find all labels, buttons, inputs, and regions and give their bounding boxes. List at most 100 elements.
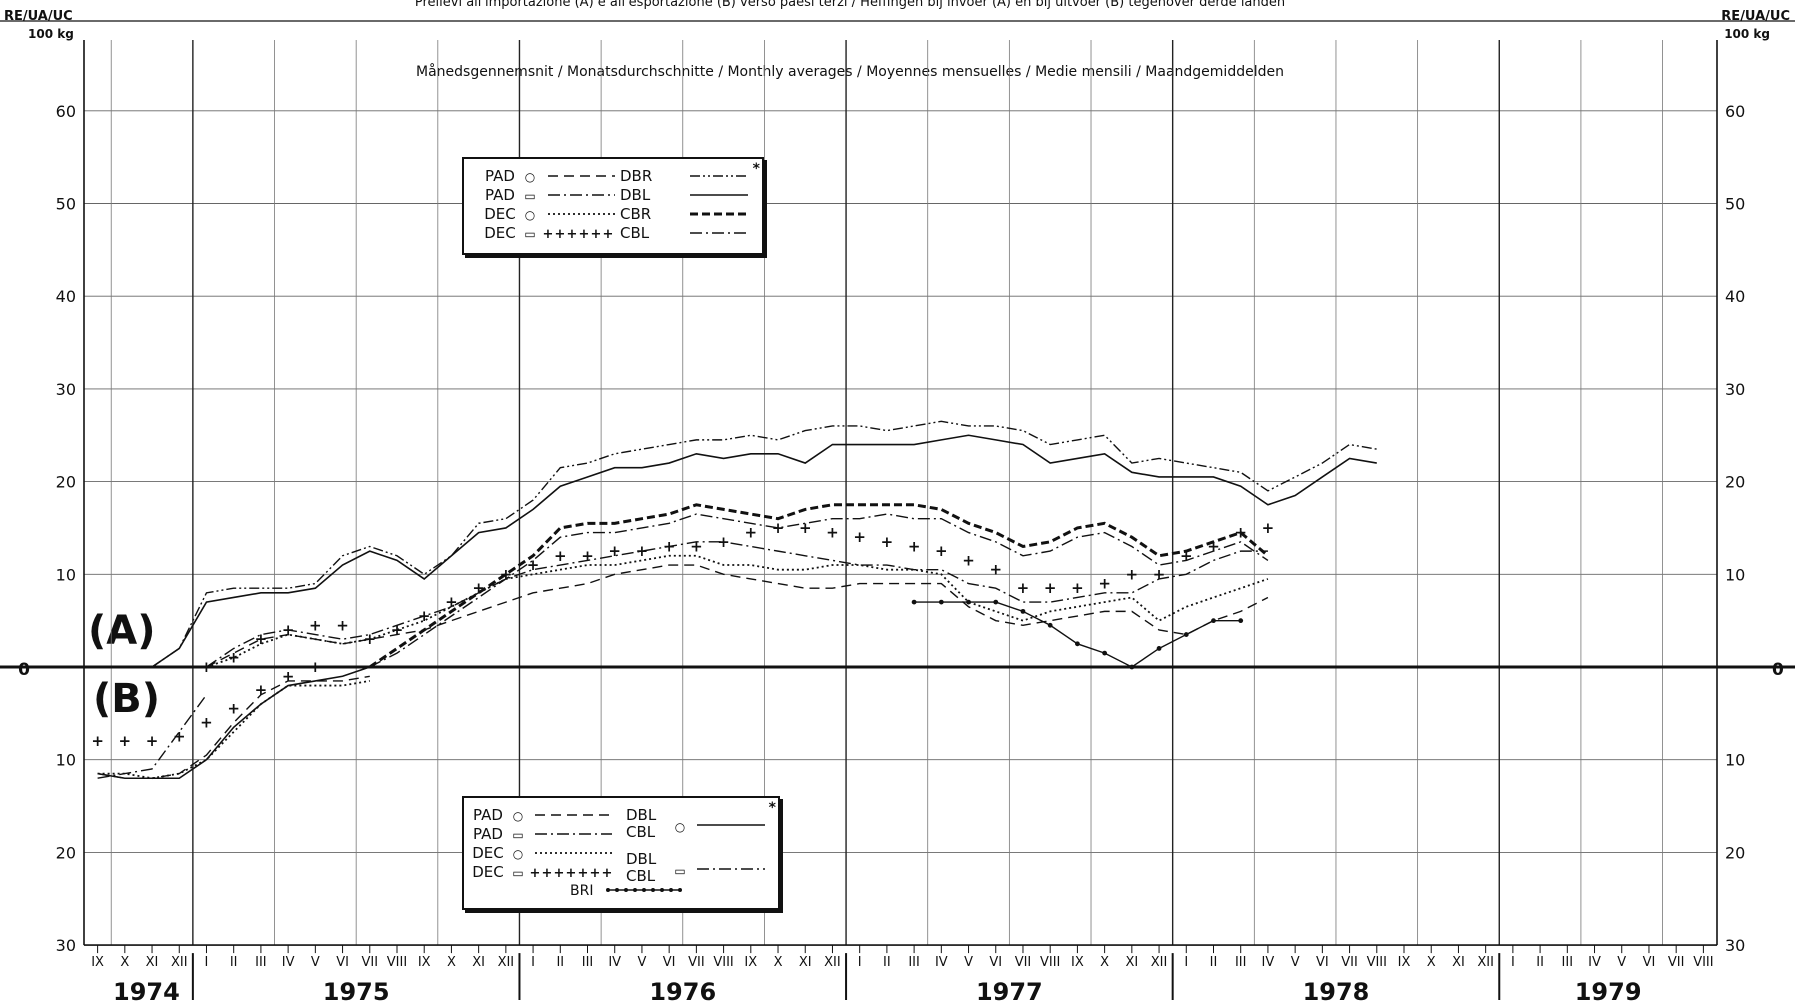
x-tick-label: VIII bbox=[387, 955, 407, 970]
series-top-dbr-line bbox=[151, 420, 1377, 668]
series-top-dec-point: + bbox=[935, 542, 948, 560]
y-tick-label: 10 bbox=[56, 751, 76, 770]
series-bottom-dec-point: + bbox=[255, 681, 268, 699]
x-tick-label: III bbox=[1235, 955, 1247, 970]
legend-bottom-symbol: ▭ bbox=[512, 866, 523, 880]
series-top-dec-point: + bbox=[200, 658, 213, 676]
zero-label-right: 0 bbox=[1772, 660, 1784, 680]
legend-bottom-sample-dot bbox=[660, 888, 664, 892]
series-lines: + + + + + + + + + + + + + + + + + + + + + + + + + + + + + + + + + + + + + + + +… bbox=[91, 420, 1377, 780]
series-top-dec-point: + bbox=[853, 528, 866, 546]
x-tick-label: XI bbox=[472, 955, 485, 970]
x-tick-label: V bbox=[1617, 955, 1626, 970]
legend-top-label: PAD bbox=[485, 167, 515, 185]
legend-top-label: CBR bbox=[620, 205, 651, 223]
legend-bottom-sample: + bbox=[578, 866, 589, 881]
series-top-pad-line bbox=[206, 564, 1269, 668]
legend-bottom-sample-dot bbox=[678, 888, 682, 892]
x-tick-label: X bbox=[1100, 955, 1109, 970]
year-label: 1978 bbox=[1303, 978, 1370, 1005]
legend-top-marker: * bbox=[753, 161, 761, 177]
legend-bottom-sample-dot bbox=[633, 888, 637, 892]
series-top-bri-point bbox=[1047, 622, 1053, 628]
year-label: 1974 bbox=[113, 978, 180, 1005]
series-bottom-dec-point: + bbox=[200, 714, 213, 732]
x-tick-label: VIII bbox=[1693, 955, 1713, 970]
series-bottom-dec-point: + bbox=[309, 658, 322, 676]
series-top-bri-line bbox=[914, 601, 1241, 668]
legend-bottom-label: DBL bbox=[626, 850, 657, 868]
x-tick-label: X bbox=[774, 955, 783, 970]
x-tick-label: IX bbox=[91, 955, 104, 970]
y-tick-label: 50 bbox=[56, 195, 76, 214]
chart-subtitle: Månedsgennemsnit / Monatsdurchschnitte /… bbox=[416, 63, 1284, 80]
series-top-dec-point: + bbox=[636, 542, 649, 560]
x-tick-label: IV bbox=[282, 955, 295, 970]
x-tick-label: VII bbox=[361, 955, 378, 970]
series-top-dec-point: + bbox=[962, 551, 975, 569]
legend-top-symbol: ▭ bbox=[524, 227, 535, 241]
series-top-bri-point bbox=[966, 599, 971, 605]
series-top-dec-point: + bbox=[717, 533, 730, 551]
x-tick-label: X bbox=[447, 955, 456, 970]
series-top-dec-point: + bbox=[581, 547, 594, 565]
series-top-bri-point bbox=[911, 599, 917, 605]
x-tick-label: III bbox=[582, 955, 594, 970]
y-tick-label: 20 bbox=[56, 473, 76, 492]
series-top-dec-point: + bbox=[826, 524, 839, 542]
x-tick-label: III bbox=[1562, 955, 1574, 970]
legend-top-sample: + bbox=[603, 227, 614, 242]
chart-title: Prelievi all'importazione (A) e all'espo… bbox=[415, 0, 1285, 10]
legend-bottom-sample: + bbox=[542, 866, 553, 881]
series-bottom-dec-point: + bbox=[146, 732, 159, 750]
series-top-dec-line bbox=[206, 554, 1269, 668]
x-tick-label: X bbox=[120, 955, 129, 970]
series-top-dec-point: + bbox=[418, 607, 431, 625]
legend-top-sample: + bbox=[555, 227, 566, 242]
x-tick-label: VII bbox=[1668, 955, 1685, 970]
x-tick-label: V bbox=[964, 955, 973, 970]
series-top-dec-point: + bbox=[1234, 524, 1247, 542]
y-tick-label: 60 bbox=[1725, 102, 1745, 121]
series-top-dec-point: + bbox=[282, 621, 295, 639]
legend-bottom-symbol: ○ bbox=[675, 820, 685, 834]
series-top-dec-point: + bbox=[690, 537, 703, 555]
x-tick-label: I bbox=[531, 955, 535, 970]
series-bottom-pad-line bbox=[97, 675, 370, 779]
y-tick-label: 40 bbox=[1725, 287, 1745, 306]
series-top-dbl-line bbox=[151, 434, 1377, 668]
x-tick-label: VI bbox=[1316, 955, 1329, 970]
x-tick-label: VII bbox=[688, 955, 705, 970]
series-top-dec-point: + bbox=[799, 519, 812, 537]
series-top-dec-point: + bbox=[309, 616, 322, 634]
x-tick-label: II bbox=[230, 955, 238, 970]
series-top-dec-point: + bbox=[881, 533, 894, 551]
series-top-dec-point: + bbox=[1098, 575, 1111, 593]
series-top-bri-point bbox=[1075, 641, 1080, 647]
year-label: 1976 bbox=[649, 978, 716, 1005]
series-top-dec-point: + bbox=[608, 542, 621, 560]
x-tick-label: VIII bbox=[1367, 955, 1387, 970]
x-tick-label: V bbox=[637, 955, 646, 970]
y-tick-label: 10 bbox=[1725, 751, 1745, 770]
legend-bottom-sample-dot bbox=[669, 888, 673, 892]
x-tick-label: XII bbox=[171, 955, 188, 970]
x-tick-label: I bbox=[1511, 955, 1515, 970]
legend-top-label: DEC bbox=[484, 224, 516, 242]
legend-bottom-symbol: ▭ bbox=[512, 828, 523, 842]
series-top-dec-point: + bbox=[527, 556, 540, 574]
series-top-dec-point: + bbox=[255, 630, 268, 648]
legend-bottom-sample: + bbox=[590, 866, 601, 881]
x-tick-label: XI bbox=[1125, 955, 1138, 970]
x-tick-label: VIII bbox=[1040, 955, 1060, 970]
x-tick-label: VI bbox=[336, 955, 349, 970]
x-tick-label: XII bbox=[498, 955, 515, 970]
x-tick-label: XI bbox=[799, 955, 812, 970]
x-tick-label: X bbox=[1427, 955, 1436, 970]
series-top-bri-point bbox=[1102, 650, 1108, 656]
legend-bottom-marker: * bbox=[769, 800, 777, 816]
y-axis-label-right: RE/UA/UC bbox=[1721, 9, 1790, 24]
series-top-dec-point: + bbox=[472, 579, 485, 597]
series-top-bri-point bbox=[993, 599, 999, 605]
